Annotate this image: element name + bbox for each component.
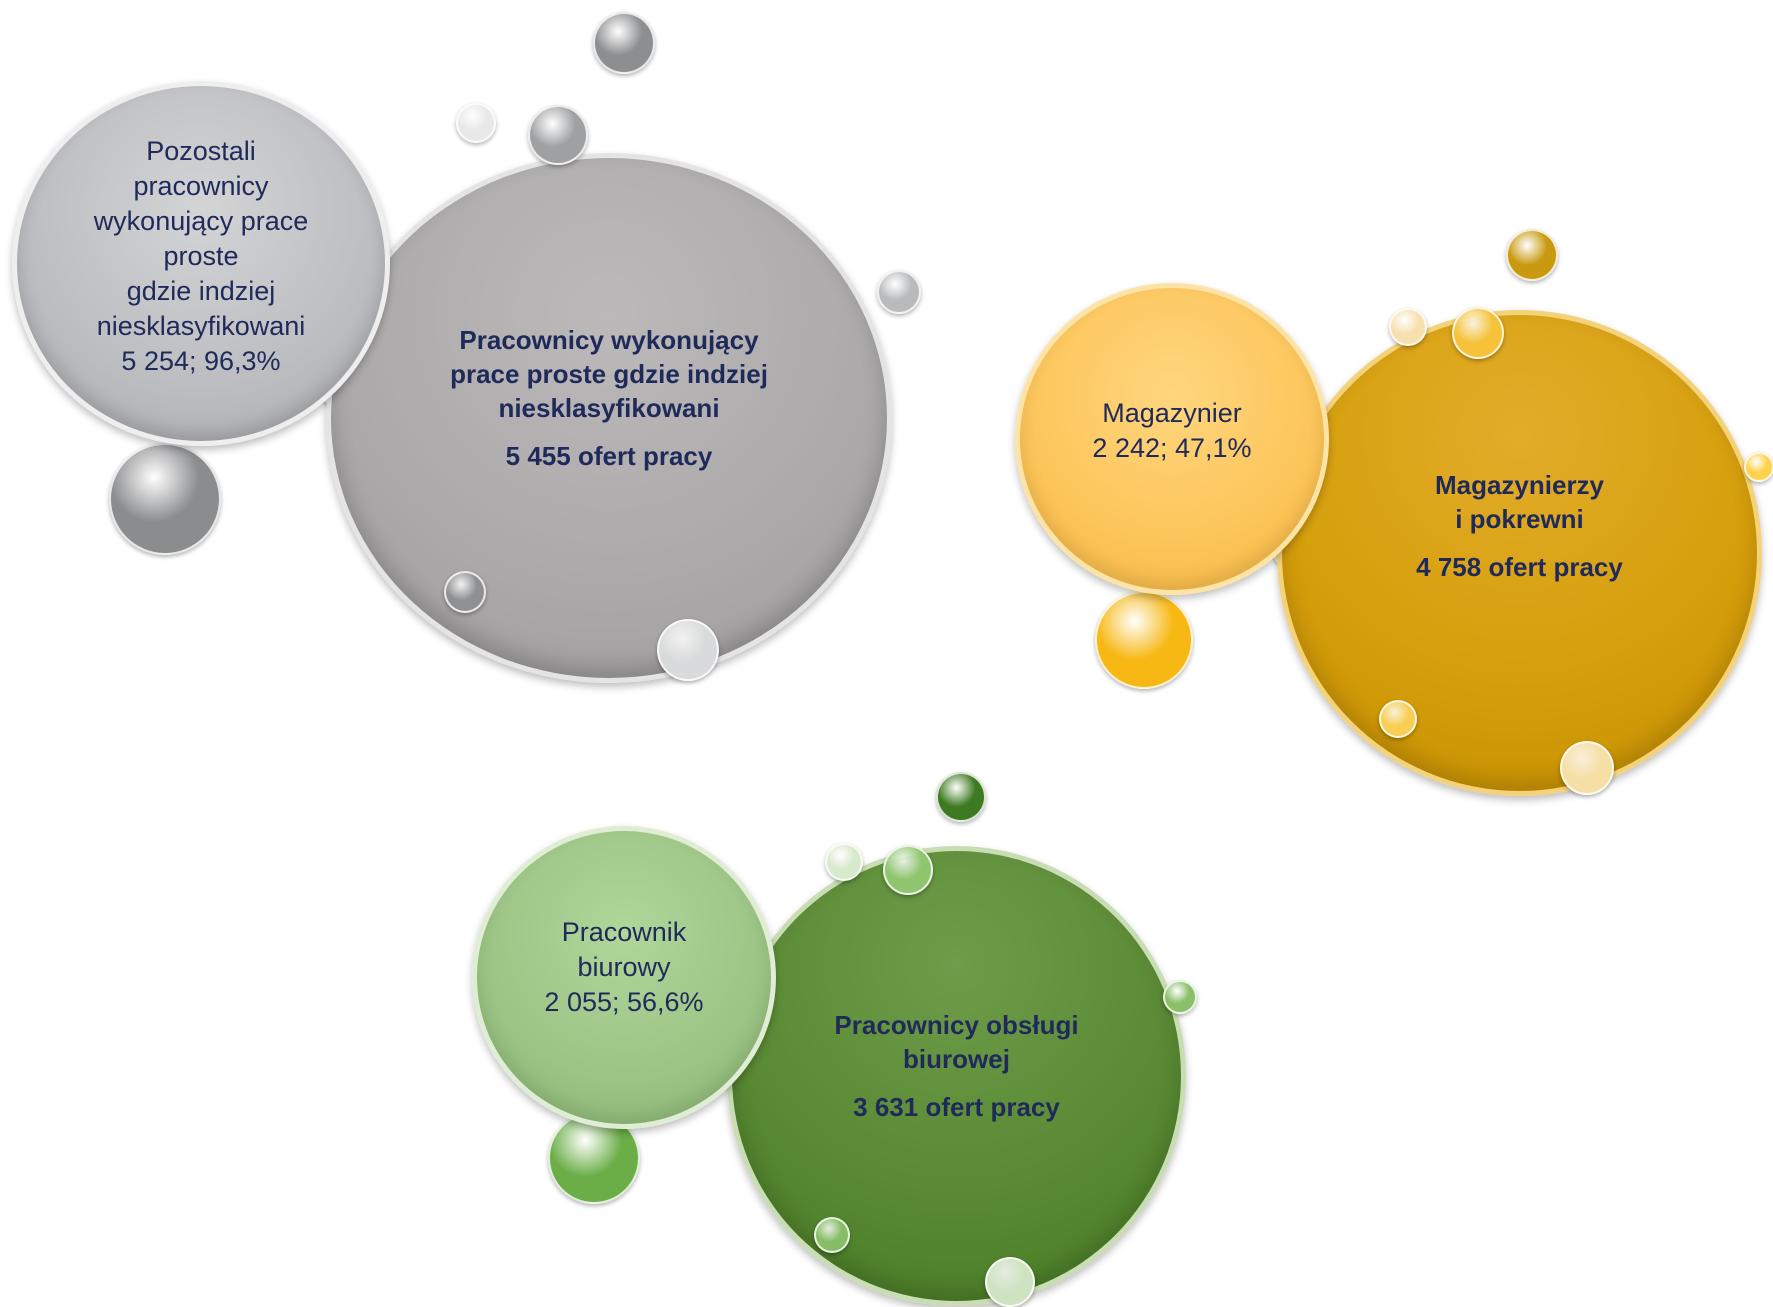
droplet-bubble <box>456 103 496 143</box>
droplet-bubble <box>936 772 986 822</box>
bubble-gray-main: Pracownicy wykonujący prace proste gdzie… <box>326 153 892 683</box>
bubble-green-sub: Pracownik biurowy 2 055; 56,6% <box>472 826 776 1129</box>
label-line: 5 254; 96,3% <box>121 346 281 376</box>
gray-main-label: Pracownicy wykonujący prace proste gdzie… <box>450 323 768 425</box>
gold-sub-label: Magazynier 2 242; 47,1% <box>1092 396 1251 466</box>
gold-main-count: 4 758 ofert pracy <box>1416 552 1623 582</box>
green-main-label: Pracownicy obsługi biurowej <box>834 1008 1078 1076</box>
label-line: gdzie indziej <box>126 276 276 306</box>
droplet-bubble <box>657 619 719 681</box>
droplet-bubble <box>814 1217 850 1253</box>
gray-main-count: 5 455 ofert pracy <box>505 441 713 471</box>
bubble-gold-sub: Magazynier 2 242; 47,1% <box>1015 283 1329 595</box>
label-line: prace proste gdzie indziej <box>450 359 768 389</box>
label-line: biurowej <box>903 1044 1010 1074</box>
droplet-bubble <box>1389 308 1427 346</box>
label-line: Pracownicy obsługi <box>834 1010 1079 1040</box>
droplet-bubble <box>109 443 221 555</box>
droplet-bubble <box>1506 229 1558 281</box>
droplet-bubble <box>1095 591 1193 689</box>
green-sub-label: Pracownik biurowy 2 055; 56,6% <box>544 915 703 1020</box>
droplet-bubble <box>1560 741 1614 795</box>
label-line: Pracownik <box>561 917 687 947</box>
bubble-gold-main: Magazynierzy i pokrewni 4 758 ofert prac… <box>1277 310 1762 796</box>
label-line: proste <box>163 241 239 271</box>
droplet-bubble <box>1163 980 1197 1014</box>
droplet-bubble <box>825 843 863 881</box>
bubble-gray-sub: Pozostali pracownicy wykonujący prace pr… <box>12 81 390 446</box>
green-main-count: 3 631 ofert pracy <box>853 1092 1060 1122</box>
bubble-green-main: Pracownicy obsługi biurowej 3 631 ofert … <box>727 846 1186 1306</box>
label-line: wykonujący prace <box>93 206 309 236</box>
droplet-bubble <box>1744 452 1773 482</box>
label-line: 2 055; 56,6% <box>544 987 704 1017</box>
droplet-bubble <box>1452 307 1504 359</box>
droplet-bubble <box>877 270 921 314</box>
label-line: niesklasyfikowani <box>96 311 306 341</box>
label-line: i pokrewni <box>1455 504 1584 534</box>
droplet-bubble <box>528 105 588 165</box>
label-line: Pozostali <box>146 136 256 166</box>
droplet-bubble <box>593 12 655 74</box>
droplet-bubble <box>985 1257 1035 1307</box>
label-line: Pracownicy wykonujący <box>459 325 759 355</box>
droplet-bubble <box>883 845 933 895</box>
label-line: pracownicy <box>133 171 269 201</box>
label-line: 2 242; 47,1% <box>1092 433 1252 463</box>
droplet-bubble <box>1379 700 1417 738</box>
gold-main-label: Magazynierzy i pokrewni <box>1435 468 1604 536</box>
label-line: Magazynierzy <box>1434 470 1605 500</box>
gray-sub-label: Pozostali pracownicy wykonujący prace pr… <box>94 134 309 379</box>
droplet-bubble <box>444 571 486 613</box>
label-line: Magazynier <box>1102 398 1242 428</box>
label-line: biurowy <box>577 952 671 982</box>
label-line: niesklasyfikowani <box>498 393 720 423</box>
